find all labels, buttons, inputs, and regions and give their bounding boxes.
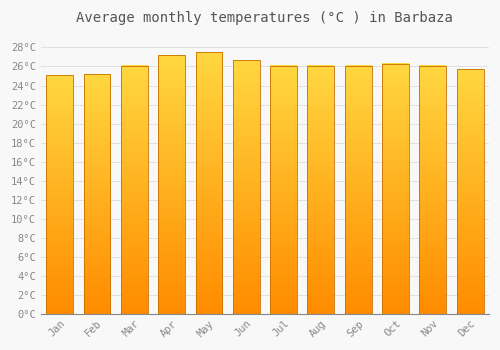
Bar — [46, 75, 73, 314]
Bar — [345, 65, 372, 314]
Bar — [382, 64, 409, 314]
Bar — [308, 65, 334, 314]
Title: Average monthly temperatures (°C ) in Barbaza: Average monthly temperatures (°C ) in Ba… — [76, 11, 454, 25]
Bar — [270, 65, 297, 314]
Bar — [233, 60, 260, 314]
Bar — [84, 74, 110, 314]
Bar — [420, 65, 446, 314]
Bar — [121, 65, 148, 314]
Bar — [158, 55, 185, 314]
Bar — [457, 69, 483, 314]
Bar — [196, 52, 222, 314]
